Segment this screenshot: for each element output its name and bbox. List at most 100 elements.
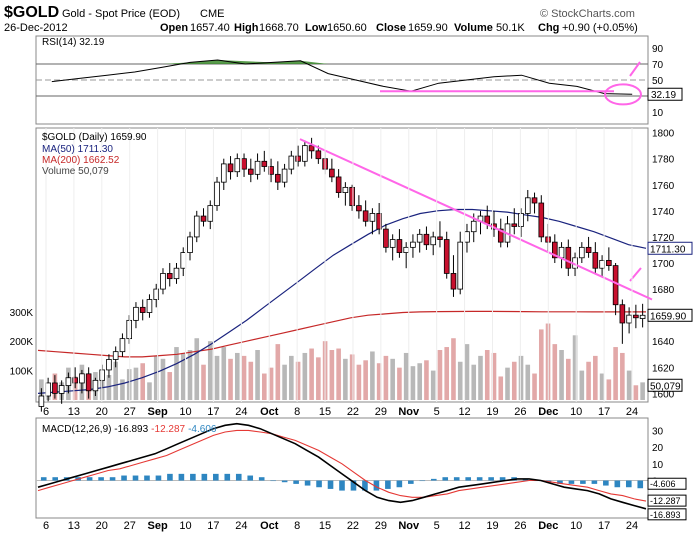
macd-histogram-bar [293,480,299,484]
price-tick-label: 1680 [652,285,675,296]
volume-bar [403,352,409,400]
macd-histogram-bar [396,480,403,488]
volume-bar [120,379,125,400]
volume-bar [363,360,368,400]
price-legend: $GOLD (Daily) 1659.90 [42,132,147,143]
candle [511,223,518,227]
macd-x-tick-label: 26 [514,520,526,532]
macd-x-tick-label: 17 [598,520,610,532]
volume-bar [478,355,483,400]
candle [430,236,436,246]
ma50-value-tag: 1711.30 [650,244,686,255]
chart-date: 26-Dec-2012 [4,22,68,34]
volume-bar [309,348,314,400]
rsi-value-box [647,87,683,101]
macd-x-tick-label: 12 [458,520,470,532]
rsi-line [51,59,633,95]
macd-x-tick-label: 24 [235,520,247,532]
candle [362,210,369,222]
candle [538,202,545,238]
candle [72,377,78,384]
macd-x-tick-label: 20 [96,520,108,532]
ma200-value: 1662.52 [83,155,120,166]
volume-bar [126,369,132,400]
price-x-tick-label: 22 [347,406,359,418]
volume-bar [221,347,227,400]
candle [254,160,261,175]
candle [349,186,355,207]
macd-x-tick-label: 13 [68,520,80,532]
price-tick-label: 1640 [652,337,675,348]
macd-x-tick-label: 15 [319,520,331,532]
candle [200,215,207,222]
volume-bar [248,361,254,400]
macd-histogram-bar [109,477,116,481]
symbol: $GOLD [4,4,59,21]
candle [241,158,247,170]
volume-tick-label: 100K [10,367,34,378]
exchange: CME [200,8,224,20]
macd-x-tick-label: 10 [570,520,582,532]
macd-histogram-bar [362,480,368,491]
volume-bar [640,382,645,400]
macd-histogram-bar [167,473,173,481]
macd-x-tick-label: Sep [148,520,168,532]
candle [302,145,308,162]
price-tick-label: 1780 [652,155,675,166]
volume-bar [566,358,571,400]
rsi-highlight-ellipse [604,83,642,106]
ma50-legend: MA(50) 1711.30 [42,144,113,155]
candle [281,168,288,183]
volume-bar [532,373,537,400]
macd-histogram-bar [281,480,288,483]
candle [166,273,173,280]
close-label: Close [376,22,406,34]
volume-bar [430,370,436,400]
candle [342,186,349,193]
macd-histogram-bar [373,480,380,491]
macd-histogram-bar [465,477,471,481]
rsi-value-tag: 32.19 [651,90,676,101]
candle [423,233,430,246]
candle [592,252,599,269]
macd-histogram-bar [304,480,311,486]
price-x-tick-label: 29 [375,406,387,418]
volume-legend-label: Volume [42,166,76,177]
rsi-overbought-fill [162,60,329,64]
macd-layer: 3020100-4.606-12.287-16.893 [36,422,687,521]
volume-bar [471,364,477,400]
macd-x-tick-label: 27 [124,520,136,532]
candle [214,181,220,207]
volume-bar [201,364,206,400]
volume-bar [606,379,612,400]
volume-bar [133,367,139,400]
candle [247,168,254,175]
macd-histogram-bar [86,477,93,481]
macd-panel [35,417,649,519]
macd-tick-label: 30 [652,426,664,437]
candle [146,299,153,313]
macd-x-tick-label: 17 [207,520,219,532]
rsi-label: RSI(14) [42,37,76,48]
macd-histogram-bar [327,480,334,489]
ma200-label: MA(200) [42,155,80,166]
open-value: 1657.40 [190,22,230,34]
macd-histogram-bar [40,477,47,481]
volume-bar [626,370,632,400]
candle [85,373,92,392]
macd-signal-tag-box [647,494,687,507]
volume-bar [316,357,321,400]
candle [396,239,403,253]
candle [335,176,342,193]
volume-bar [207,341,213,400]
macd-histogram-bar [350,480,357,491]
volume-bar [174,347,179,400]
volume-bar [113,361,118,400]
low-label: Low [305,22,327,34]
macd-histogram-bar [625,480,632,488]
macd-x-tick-label: 6 [43,520,49,532]
price-x-tick-label: Dec [538,406,558,418]
volume-bar [444,347,450,400]
candle [106,359,112,371]
candle [518,213,524,227]
